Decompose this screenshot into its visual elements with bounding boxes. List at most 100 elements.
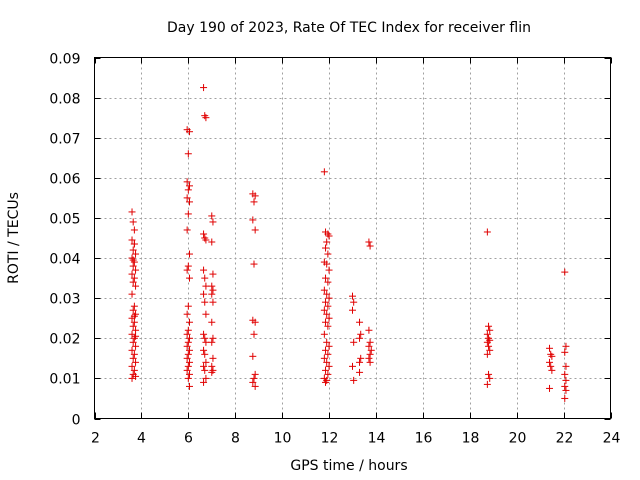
data-point <box>185 346 193 354</box>
data-point <box>132 358 140 366</box>
x-tick-label: 18 <box>462 431 480 447</box>
data-point <box>130 302 138 310</box>
data-point <box>349 306 356 314</box>
x-axis-ticks: 2 4 6 8 10 12 14 16 18 20 22 24 <box>91 57 620 447</box>
data-point <box>208 290 216 298</box>
data-point <box>183 194 191 202</box>
data-point <box>357 330 365 338</box>
data-point <box>350 338 358 346</box>
data-point <box>202 358 210 366</box>
data-point <box>325 294 333 302</box>
y-tick-label: 0.08 <box>49 92 80 108</box>
data-point <box>130 366 138 374</box>
gridlines <box>94 57 611 419</box>
data-point <box>183 226 191 234</box>
x-tick-label: 20 <box>509 431 527 447</box>
data-point <box>128 362 136 370</box>
data-point <box>185 334 193 342</box>
data-point <box>322 298 330 306</box>
data-point <box>349 362 356 370</box>
data-point <box>324 370 332 378</box>
data-point <box>324 302 332 310</box>
data-point <box>350 298 358 306</box>
data-point <box>365 342 373 350</box>
data-point <box>184 186 192 194</box>
data-point <box>185 182 193 190</box>
data-point <box>130 318 138 326</box>
data-point <box>320 330 328 338</box>
data-point <box>129 354 137 362</box>
data-point <box>561 268 569 276</box>
data-point <box>320 286 328 294</box>
data-point <box>209 286 217 294</box>
data-point <box>132 332 140 340</box>
chart-title: Day 190 of 2023, Rate Of TEC Index for r… <box>167 20 531 36</box>
data-point <box>323 310 331 318</box>
y-axis-ticks: 0 0.01 0.02 0.03 0.04 0.05 0.06 0.07 0.08 0.09 <box>49 52 611 429</box>
data-point <box>322 346 330 354</box>
data-point <box>128 290 136 298</box>
data-point <box>200 346 208 354</box>
data-point <box>132 266 140 274</box>
data-point <box>202 338 210 346</box>
data-point <box>128 208 136 216</box>
data-point <box>323 290 331 298</box>
data-point <box>128 374 136 382</box>
data-point <box>130 312 138 320</box>
data-point <box>357 354 365 362</box>
data-point <box>323 358 331 366</box>
data-point <box>183 342 191 350</box>
data-point <box>208 362 216 370</box>
data-point <box>546 358 554 366</box>
data-point <box>320 168 328 176</box>
data-point <box>185 250 193 258</box>
data-point <box>546 384 554 392</box>
x-tick-label: 22 <box>556 431 574 447</box>
data-point <box>483 338 491 346</box>
y-tick-label: 0.09 <box>49 52 80 68</box>
data-point <box>209 334 217 342</box>
data-point <box>251 370 259 378</box>
data-point <box>183 178 191 186</box>
data-point <box>250 260 258 268</box>
data-point <box>324 278 332 286</box>
data-point <box>250 330 258 338</box>
data-point <box>250 198 258 206</box>
data-point <box>562 386 570 394</box>
data-point <box>208 212 216 220</box>
data-point <box>209 218 217 226</box>
data-point <box>562 376 570 384</box>
data-point <box>366 338 374 346</box>
data-point <box>130 274 138 282</box>
data-point <box>184 210 192 218</box>
data-point <box>485 370 493 378</box>
y-tick-label: 0.05 <box>49 212 80 228</box>
x-tick-label: 12 <box>321 431 339 447</box>
data-point <box>548 366 556 374</box>
data-point <box>200 362 208 370</box>
y-axis-label: ROTI / TECUs <box>6 192 22 284</box>
data-point <box>208 282 216 290</box>
data-point <box>356 318 364 326</box>
data-point <box>322 366 330 374</box>
data-point <box>201 298 209 306</box>
x-tick-label: 2 <box>91 431 100 447</box>
y-tick-label: 0.04 <box>49 252 80 268</box>
data-point <box>185 370 193 378</box>
data-point <box>183 354 191 362</box>
data-point <box>201 274 209 282</box>
data-point <box>366 358 374 366</box>
y-tick-label: 0.02 <box>49 332 80 348</box>
y-tick-label: 0.03 <box>49 292 80 308</box>
data-point <box>485 342 493 350</box>
data-point <box>323 238 331 246</box>
data-point <box>132 372 140 380</box>
data-point <box>250 374 258 382</box>
x-tick-label: 4 <box>137 431 146 447</box>
data-point <box>184 374 192 382</box>
data-point <box>483 330 491 338</box>
data-point <box>183 366 191 374</box>
data-point <box>366 242 374 250</box>
data-point <box>200 290 208 298</box>
x-axis-label: GPS time / hours <box>290 458 407 474</box>
